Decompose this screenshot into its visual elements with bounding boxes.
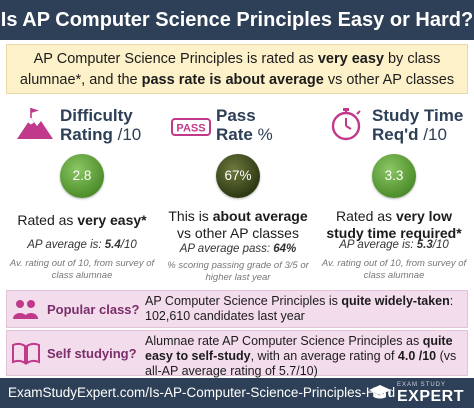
graduation-cap-icon <box>368 385 391 399</box>
difficulty-column: Difficulty Rating /10 2.8 Rated as very … <box>4 100 160 286</box>
difficulty-title: Difficulty Rating /10 <box>60 106 141 144</box>
difficulty-avg-pre: AP average is: <box>27 239 105 251</box>
selfstudy-text-3: (vs all-AP average rating of 5.7/10) <box>145 349 457 378</box>
pass-rate-footnote: % scoring passing grade of 3/5 or higher… <box>167 260 309 283</box>
difficulty-score-badge: 2.8 <box>60 154 104 198</box>
study-time-average: AP average is: 5.3/10 <box>316 239 472 251</box>
pass-rate-verdict: This is about average vs other AP classe… <box>160 208 316 242</box>
pass-rate-column: PASS Pass Rate % 67% This is about avera… <box>160 100 316 286</box>
study-time-title: Study Time Req'd /10 <box>372 106 463 144</box>
footer-bar: ExamStudyExpert.com/Is-AP-Computer-Scien… <box>0 378 474 408</box>
difficulty-header: Difficulty Rating /10 <box>4 100 160 146</box>
pass-stamp-icon: PASS <box>171 118 211 136</box>
study-time-avg-value: 5.3 <box>416 239 433 251</box>
selfstudy-bold-2: 4.0 /10 <box>397 349 437 363</box>
pass-rate-verdict-post: vs other AP classes <box>177 225 299 241</box>
stopwatch-icon <box>331 108 361 141</box>
difficulty-title-line1: Difficulty <box>60 106 133 125</box>
study-time-title-line2: Req'd <box>372 125 419 144</box>
study-time-footnote: Av. rating out of 10, from survey of cla… <box>321 258 467 281</box>
difficulty-verdict-bold: very easy* <box>77 212 147 228</box>
brand-logo: EXAM STUDY EXPERT <box>368 381 464 405</box>
pass-rate-title-line2: Rate <box>216 125 253 144</box>
pass-rate-average: AP average pass: 64% <box>160 243 316 255</box>
difficulty-verdict: Rated as very easy* <box>4 212 160 229</box>
people-icon <box>13 300 38 319</box>
summary-text-3: vs other AP classes <box>323 72 455 88</box>
difficulty-verdict-pre: Rated as <box>17 212 78 228</box>
self-studying-row: Self studying? Alumnae rate AP Computer … <box>6 330 468 379</box>
pass-stamp-text: PASS <box>176 123 205 135</box>
difficulty-footnote: Av. rating out of 10, from survey of cla… <box>9 258 155 281</box>
study-time-avg-post: /10 <box>432 239 449 251</box>
summary-banner: AP Computer Science Principles is rated … <box>6 44 468 94</box>
footer-url-link[interactable]: ExamStudyExpert.com/Is-AP-Computer-Scien… <box>8 385 396 400</box>
popular-text-1: AP Computer Science Principles is <box>145 294 342 308</box>
summary-bold-1: very easy <box>317 51 384 67</box>
pass-rate-header: PASS Pass Rate % <box>160 100 316 146</box>
selfstudy-text-2: , with an average rating of <box>250 349 398 363</box>
summary-text-2: by class alumnae*, and the <box>19 51 441 88</box>
difficulty-average: AP average is: 5.4/10 <box>4 239 160 251</box>
popular-text-2: : 102,610 candidates last year <box>145 294 454 323</box>
study-time-title-unit: /10 <box>418 125 447 144</box>
difficulty-title-unit: /10 <box>112 125 142 144</box>
pass-rate-title-unit: % <box>252 125 273 144</box>
summary-text-1: AP Computer Science Principles is rated … <box>33 51 318 67</box>
popular-class-label: Popular class? <box>47 301 140 317</box>
self-studying-text: Alumnae rate AP Computer Science Princip… <box>145 334 461 379</box>
study-time-verdict: Rated as very low study time required* <box>316 208 472 242</box>
brand-logo-text: EXAM STUDY EXPERT <box>397 382 464 405</box>
popular-class-tag: Popular class? <box>11 295 139 323</box>
study-time-title-line1: Study Time <box>372 106 464 125</box>
self-studying-label: Self studying? <box>47 345 137 361</box>
brand-logo-small: EXAM STUDY <box>396 381 446 388</box>
open-book-icon <box>12 342 40 365</box>
difficulty-title-line2: Rating <box>60 125 113 144</box>
study-time-verdict-pre: Rated as <box>336 208 396 224</box>
self-studying-tag: Self studying? <box>11 339 137 367</box>
brand-logo-big: EXPERT <box>396 387 464 405</box>
difficulty-avg-value: 5.4 <box>104 239 121 251</box>
study-time-avg-pre: AP average is: <box>339 239 417 251</box>
pass-rate-title-line1: Pass <box>216 106 256 125</box>
summary-bold-2: pass rate is about average <box>141 72 324 88</box>
pass-rate-verdict-pre: This is <box>168 208 213 224</box>
page-title: Is AP Computer Science Principles Easy o… <box>0 0 474 40</box>
study-time-header: Study Time Req'd /10 <box>316 100 472 146</box>
pass-rate-title: Pass Rate % <box>216 106 273 144</box>
popular-class-text: AP Computer Science Principles is quite … <box>145 294 461 324</box>
pass-rate-avg-pre: AP average pass: <box>179 243 274 255</box>
difficulty-avg-post: /10 <box>120 239 137 251</box>
study-time-badge: 3.3 <box>372 154 416 198</box>
selfstudy-bold-1: quite easy to self-study <box>145 334 453 363</box>
study-time-verdict-bold: very low study time required* <box>326 208 462 241</box>
mountain-flag-icon <box>17 108 53 139</box>
popular-class-row: Popular class? AP Computer Science Princ… <box>6 290 468 328</box>
pass-rate-avg-value: 64% <box>273 243 297 255</box>
popular-bold-1: quite widely-taken <box>341 294 450 308</box>
pass-rate-badge: 67% <box>216 154 260 198</box>
study-time-column: Study Time Req'd /10 3.3 Rated as very l… <box>316 100 472 286</box>
pass-rate-verdict-bold: about average <box>212 208 308 224</box>
selfstudy-text-1: Alumnae rate AP Computer Science Princip… <box>145 334 423 348</box>
